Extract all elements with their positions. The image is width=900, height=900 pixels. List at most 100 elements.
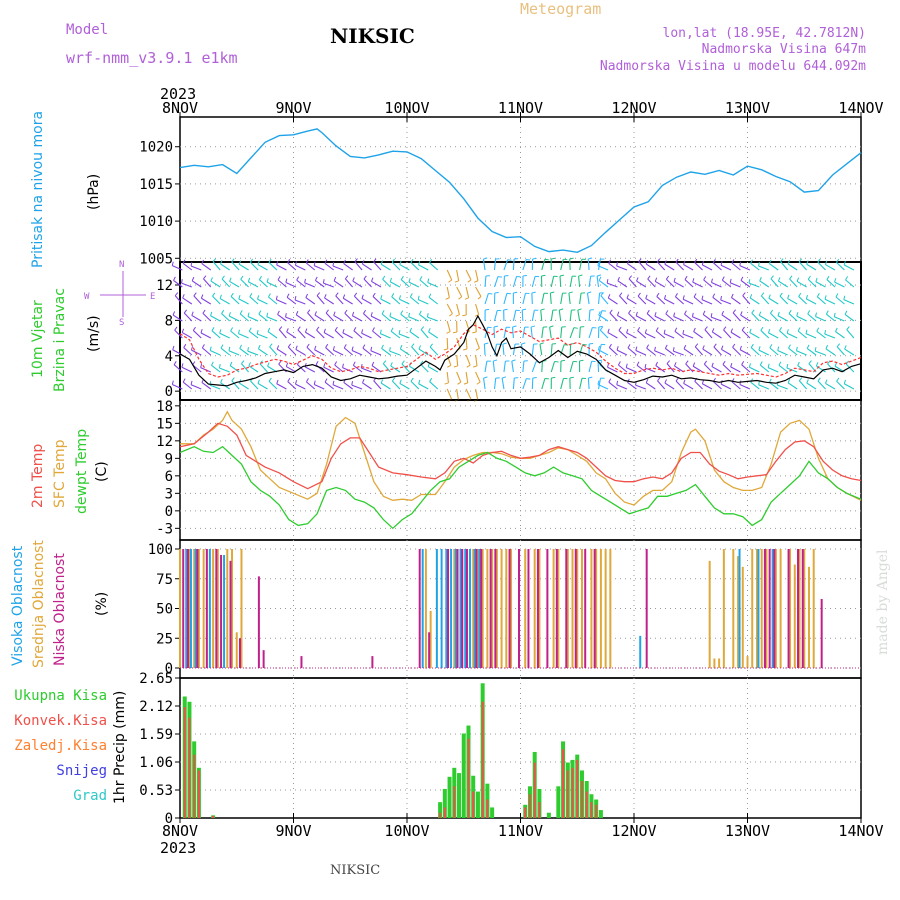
precip-total-bar bbox=[461, 733, 466, 818]
wind-barb-flag bbox=[323, 363, 326, 368]
precip-conv-bar bbox=[585, 791, 588, 818]
wind-barb-flag bbox=[836, 258, 840, 263]
wind-barb bbox=[673, 315, 684, 322]
clouds-tick-label: 50 bbox=[156, 602, 173, 618]
wind-barb-flag bbox=[192, 326, 196, 331]
wind-barb-flag bbox=[497, 276, 503, 278]
wind-barb-flag bbox=[247, 277, 251, 282]
wind-barb bbox=[836, 262, 845, 271]
wind-barb bbox=[646, 313, 656, 322]
wind-barb bbox=[730, 366, 741, 373]
wind-barb-flag bbox=[191, 276, 195, 281]
wind-barb bbox=[579, 378, 583, 390]
wind-barb-flag bbox=[795, 346, 798, 351]
wind-barb-flag bbox=[645, 260, 649, 265]
wind-barb bbox=[201, 263, 212, 271]
wind-barb-flag bbox=[351, 381, 354, 386]
wind-barb-flag bbox=[692, 362, 696, 367]
wind-barb bbox=[815, 350, 826, 356]
wind-barb bbox=[344, 278, 354, 288]
wind-barb-flag bbox=[597, 345, 601, 350]
wind-barb bbox=[183, 312, 193, 322]
wind-barb bbox=[456, 371, 462, 383]
wind-barb bbox=[287, 381, 297, 390]
wind-barb bbox=[568, 293, 571, 305]
wind-barb bbox=[588, 276, 592, 288]
wind-barb bbox=[806, 348, 817, 356]
temperature-tick-label: -3 bbox=[156, 521, 173, 537]
wind-barb-flag bbox=[637, 292, 641, 297]
wind-barb-flag bbox=[702, 310, 706, 315]
wind-barb-flag bbox=[759, 361, 763, 366]
compass-west-label: W bbox=[84, 292, 90, 302]
precip-tick-label: 0.53 bbox=[139, 783, 173, 799]
wind-barb-flag bbox=[789, 275, 793, 280]
wind-barb-flag bbox=[845, 360, 849, 365]
wind-barb-flag bbox=[182, 259, 186, 264]
wind-barb-flag bbox=[257, 260, 260, 265]
wind-barb bbox=[484, 293, 489, 305]
wind-barb-flag bbox=[702, 345, 705, 350]
wind-barb bbox=[597, 265, 609, 271]
wind-barb bbox=[702, 348, 713, 356]
wind-barb bbox=[192, 330, 202, 339]
wind-barb-flag bbox=[730, 362, 733, 368]
wind-barb bbox=[427, 316, 438, 322]
wind-barb bbox=[257, 333, 268, 339]
t2m-line bbox=[179, 422, 862, 490]
wind-barb bbox=[332, 265, 344, 271]
wind-barb bbox=[276, 299, 287, 305]
wind-barb bbox=[316, 329, 325, 339]
wind-barb-flag bbox=[171, 261, 174, 266]
wind-barb-flag bbox=[332, 380, 335, 385]
wind-barb bbox=[456, 269, 460, 281]
wind-barb bbox=[268, 296, 278, 305]
wind-barb-flag bbox=[313, 380, 316, 385]
clouds-tick-label: 25 bbox=[156, 631, 173, 647]
wind-barb bbox=[741, 364, 751, 373]
wind-barb-flag bbox=[314, 311, 317, 316]
wind-barb-flag bbox=[400, 275, 404, 280]
wind-barb-flag bbox=[472, 331, 477, 334]
wind-barb bbox=[429, 381, 439, 390]
wind-barb-flag bbox=[778, 361, 782, 366]
wind-barb-flag bbox=[316, 326, 320, 331]
precip-conv-bar bbox=[562, 749, 565, 818]
wind-barb bbox=[286, 331, 297, 339]
wind-barb-flag bbox=[644, 363, 647, 369]
temperature-tick-label: 3 bbox=[165, 486, 173, 502]
wind-barb-flag bbox=[684, 275, 688, 280]
wind-barb bbox=[826, 279, 836, 288]
wind-barb-flag bbox=[183, 343, 187, 348]
wind-barb-flag bbox=[475, 347, 480, 351]
wind-barb-flag bbox=[788, 344, 791, 349]
wind-barb bbox=[787, 298, 798, 305]
wind-barb bbox=[296, 279, 306, 288]
wind-barb-flag bbox=[503, 308, 508, 311]
wind-barb bbox=[210, 315, 221, 322]
wind-barb-flag bbox=[692, 278, 695, 283]
precip-tick-label: 2.12 bbox=[139, 699, 173, 715]
wind-barb-flag bbox=[238, 294, 241, 300]
wind-barb bbox=[815, 281, 826, 288]
wind-barb bbox=[560, 259, 564, 271]
wind-barb-flag bbox=[532, 377, 537, 379]
wind-barb bbox=[549, 327, 552, 339]
wind-barb bbox=[370, 350, 382, 356]
wind-barb-flag bbox=[673, 312, 676, 317]
wind-barb-flag bbox=[844, 345, 847, 350]
wind-barb-flag bbox=[285, 313, 287, 318]
wind-barb-flag bbox=[382, 360, 387, 364]
wind-barb-flag bbox=[257, 295, 260, 300]
wind-barb-flag bbox=[400, 310, 404, 315]
wind-barb-flag bbox=[573, 327, 578, 329]
wind-barb bbox=[306, 346, 316, 356]
wind-barb bbox=[295, 383, 306, 390]
wind-barb bbox=[380, 382, 391, 390]
wind-barb-flag bbox=[381, 310, 385, 315]
wind-barb-flag bbox=[229, 361, 233, 366]
wind-barb-flag bbox=[427, 278, 430, 283]
wind-barb-flag bbox=[806, 260, 809, 265]
wind-barb-flag bbox=[420, 326, 425, 330]
wind-barb-flag bbox=[843, 260, 846, 266]
